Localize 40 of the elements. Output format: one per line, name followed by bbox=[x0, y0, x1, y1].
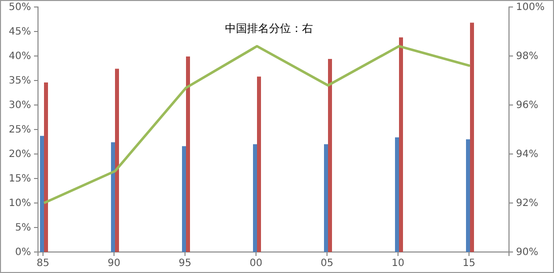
bar bbox=[324, 144, 328, 252]
x-tick-label: 95 bbox=[178, 258, 192, 270]
line-series bbox=[42, 44, 472, 204]
y-tick-label: 20% bbox=[8, 149, 31, 160]
bar bbox=[470, 22, 474, 252]
y2-tick-label: 92% bbox=[516, 198, 538, 210]
y-tick-label: 50% bbox=[8, 2, 31, 14]
bar bbox=[253, 144, 257, 252]
y-tick-label: 40% bbox=[8, 51, 31, 62]
annotation: 中国排名分位：右 bbox=[225, 22, 313, 35]
x-tick-label: 10 bbox=[392, 258, 404, 270]
y2-tick-label: 98% bbox=[516, 51, 538, 62]
bar bbox=[395, 137, 399, 252]
bar bbox=[115, 68, 119, 252]
y-tick-label: 0% bbox=[15, 247, 31, 258]
x-tick-label: 90 bbox=[108, 258, 120, 270]
bar bbox=[111, 142, 115, 252]
y2-tick-label: 94% bbox=[516, 149, 538, 160]
y-tick-label: 10% bbox=[8, 198, 31, 210]
bar bbox=[182, 146, 186, 252]
bar bbox=[328, 58, 332, 252]
x-tick-label: 05 bbox=[320, 258, 334, 270]
bar bbox=[257, 76, 261, 252]
y2-tick-label: 90% bbox=[516, 247, 538, 258]
bar bbox=[186, 56, 190, 252]
y-tick-label: 15% bbox=[8, 174, 31, 185]
y2-tick-label: 100% bbox=[516, 2, 545, 14]
y-tick-label: 25% bbox=[8, 124, 31, 136]
x-tick-label: 00 bbox=[250, 258, 262, 270]
bar bbox=[40, 136, 44, 252]
x-tick-label: 15 bbox=[462, 258, 476, 270]
y-tick-label: 45% bbox=[8, 26, 31, 38]
bar bbox=[466, 139, 470, 252]
y-tick-label: 30% bbox=[8, 100, 31, 112]
y2-tick-label: 96% bbox=[516, 100, 538, 112]
bar bbox=[44, 82, 48, 252]
x-tick-label: 85 bbox=[36, 258, 50, 270]
bar bbox=[399, 37, 403, 252]
y-tick-label: 35% bbox=[8, 76, 31, 87]
y-tick-label: 5% bbox=[15, 222, 31, 234]
